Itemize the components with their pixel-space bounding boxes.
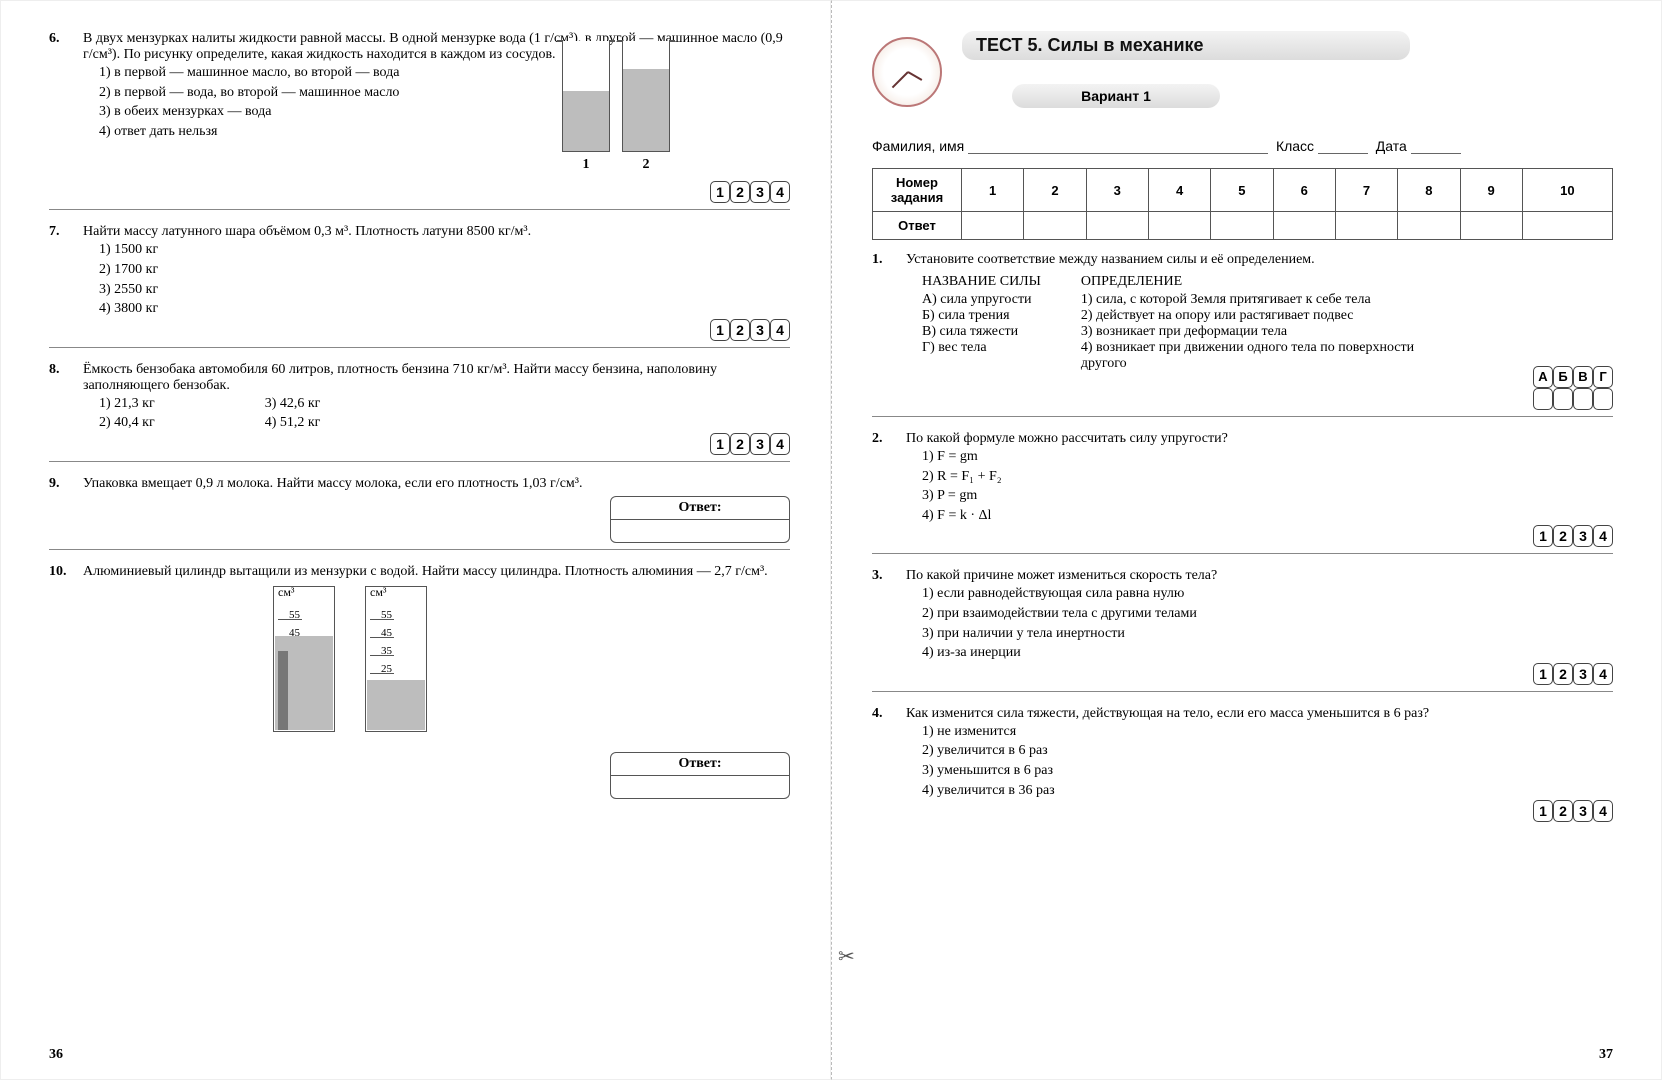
date-label: Дата [1376, 138, 1407, 154]
q6-body: В двух мензурках налиты жидкости равной … [83, 31, 790, 203]
q9-text: Упаковка вмещает 0,9 л молока. Найти мас… [83, 476, 790, 492]
q8-answer-bubbles[interactable]: 1234 [710, 433, 790, 455]
rq2-text: По какой формуле можно рассчитать силу у… [906, 431, 1613, 447]
grid-answer-label: Ответ [873, 212, 962, 240]
r-question-4: 4. Как изменится сила тяжести, действующ… [872, 706, 1613, 822]
class-label: Класс [1276, 138, 1314, 154]
date-field[interactable] [1411, 153, 1461, 154]
r-question-2: 2. По какой формуле можно рассчитать сил… [872, 431, 1613, 547]
grid-header-label: Номер задания [873, 169, 962, 212]
q8-text: Ёмкость бензобака автомобиля 60 литров, … [83, 362, 790, 394]
rq4-options: 1) не изменится 2) увеличится в 6 раз 3)… [922, 722, 1613, 800]
class-field[interactable] [1318, 153, 1368, 154]
page-right: ТЕСТ 5. Силы в механике Вариант 1 Фамили… [831, 0, 1662, 1080]
name-field[interactable] [968, 153, 1268, 154]
beaker-2: 2 [622, 41, 670, 152]
q7-answer-bubbles[interactable]: 1234 [710, 319, 790, 341]
q6-opt-1: 1) в первой — машинное масло, во второй … [99, 63, 790, 83]
answer-grid: Номер задания 1 2 3 4 5 6 7 8 9 10 Ответ [872, 168, 1613, 240]
q6-beakers: 1 2 [562, 41, 670, 152]
q10-text: Алюминиевый цилиндр вытащили из мензурки… [83, 564, 790, 580]
rq4-answer-bubbles[interactable]: 1234 [1533, 800, 1613, 822]
rq3-text: По какой причине может измениться скорос… [906, 568, 1613, 584]
question-10: 10. Алюминиевый цилиндр вытащили из менз… [49, 564, 790, 799]
q8-number: 8. [49, 362, 83, 455]
rq3-options: 1) если равнодействующая сила равна нулю… [922, 584, 1613, 662]
grid-cell[interactable] [962, 212, 1024, 240]
rq1-text: Установите соответствие между названием … [906, 252, 1613, 268]
q6-answer-bubbles[interactable]: 1234 [710, 181, 790, 203]
q10-cylinders: см³ 55 45 35 25 15 5 см³ 55 [273, 586, 790, 732]
q6-opt-4: 4) ответ дать нельзя [99, 122, 790, 142]
rq3-answer-bubbles[interactable]: 1234 [1533, 663, 1613, 685]
q6-text: В двух мензурках налиты жидкости равной … [83, 31, 790, 63]
q10-answer-field[interactable]: Ответ: [610, 752, 790, 799]
rq2-options: 1) F = gm 2) R = F₁ + F₂ 3) P = gm 4) F … [922, 447, 1613, 525]
q7-text: Найти массу латунного шара объёмом 0,3 м… [83, 224, 790, 240]
q8-options: 1) 21,3 кг 2) 40,4 кг 3) 42,6 кг 4) 51,2… [99, 394, 790, 433]
clock-icon [872, 37, 942, 107]
q9-answer-field[interactable]: Ответ: [610, 496, 790, 543]
q9-number: 9. [49, 476, 83, 543]
student-info-line: Фамилия, имя Класс Дата [872, 138, 1613, 154]
q7-options: 1) 1500 кг 2) 1700 кг 3) 2550 кг 4) 3800… [99, 240, 790, 318]
q6-opt-2: 2) в первой — вода, во второй — машинное… [99, 83, 790, 103]
q6-number: 6. [49, 31, 83, 203]
cylinder-1: см³ 55 45 35 25 15 5 [273, 586, 335, 732]
q7-number: 7. [49, 224, 83, 340]
question-8: 8. Ёмкость бензобака автомобиля 60 литро… [49, 362, 790, 455]
beaker-1: 1 [562, 41, 610, 152]
r-question-3: 3. По какой причине может измениться ско… [872, 568, 1613, 684]
page-number-left: 36 [49, 1047, 63, 1063]
cylinder-2: см³ 55 45 35 25 15 5 [365, 586, 427, 732]
test-title-banner: ТЕСТ 5. Силы в механике [962, 31, 1410, 60]
q6-opt-3: 3) в обеих мензурках — вода [99, 102, 790, 122]
q6-options: 1) в первой — машинное масло, во второй … [99, 63, 790, 141]
q10-number: 10. [49, 564, 83, 799]
r-question-1: 1. Установите соответствие между названи… [872, 252, 1613, 410]
page-left: 6. В двух мензурках налиты жидкости равн… [0, 0, 831, 1080]
rq1-abvg-bubbles[interactable]: АБВГ .... [1533, 366, 1613, 410]
variant-banner: Вариант 1 [1012, 84, 1220, 108]
rq1-match: НАЗВАНИЕ СИЛЫ А) сила упругости Б) сила … [922, 274, 1613, 372]
question-7: 7. Найти массу латунного шара объёмом 0,… [49, 224, 790, 340]
question-9: 9. Упаковка вмещает 0,9 л молока. Найти … [49, 476, 790, 543]
question-6: 6. В двух мензурках налиты жидкости равн… [49, 31, 790, 203]
page-number-right: 37 [1599, 1047, 1613, 1063]
name-label: Фамилия, имя [872, 138, 964, 154]
scissors-icon: ✂ [838, 944, 855, 969]
rq4-text: Как изменится сила тяжести, действующая … [906, 706, 1613, 722]
rq2-answer-bubbles[interactable]: 1234 [1533, 525, 1613, 547]
